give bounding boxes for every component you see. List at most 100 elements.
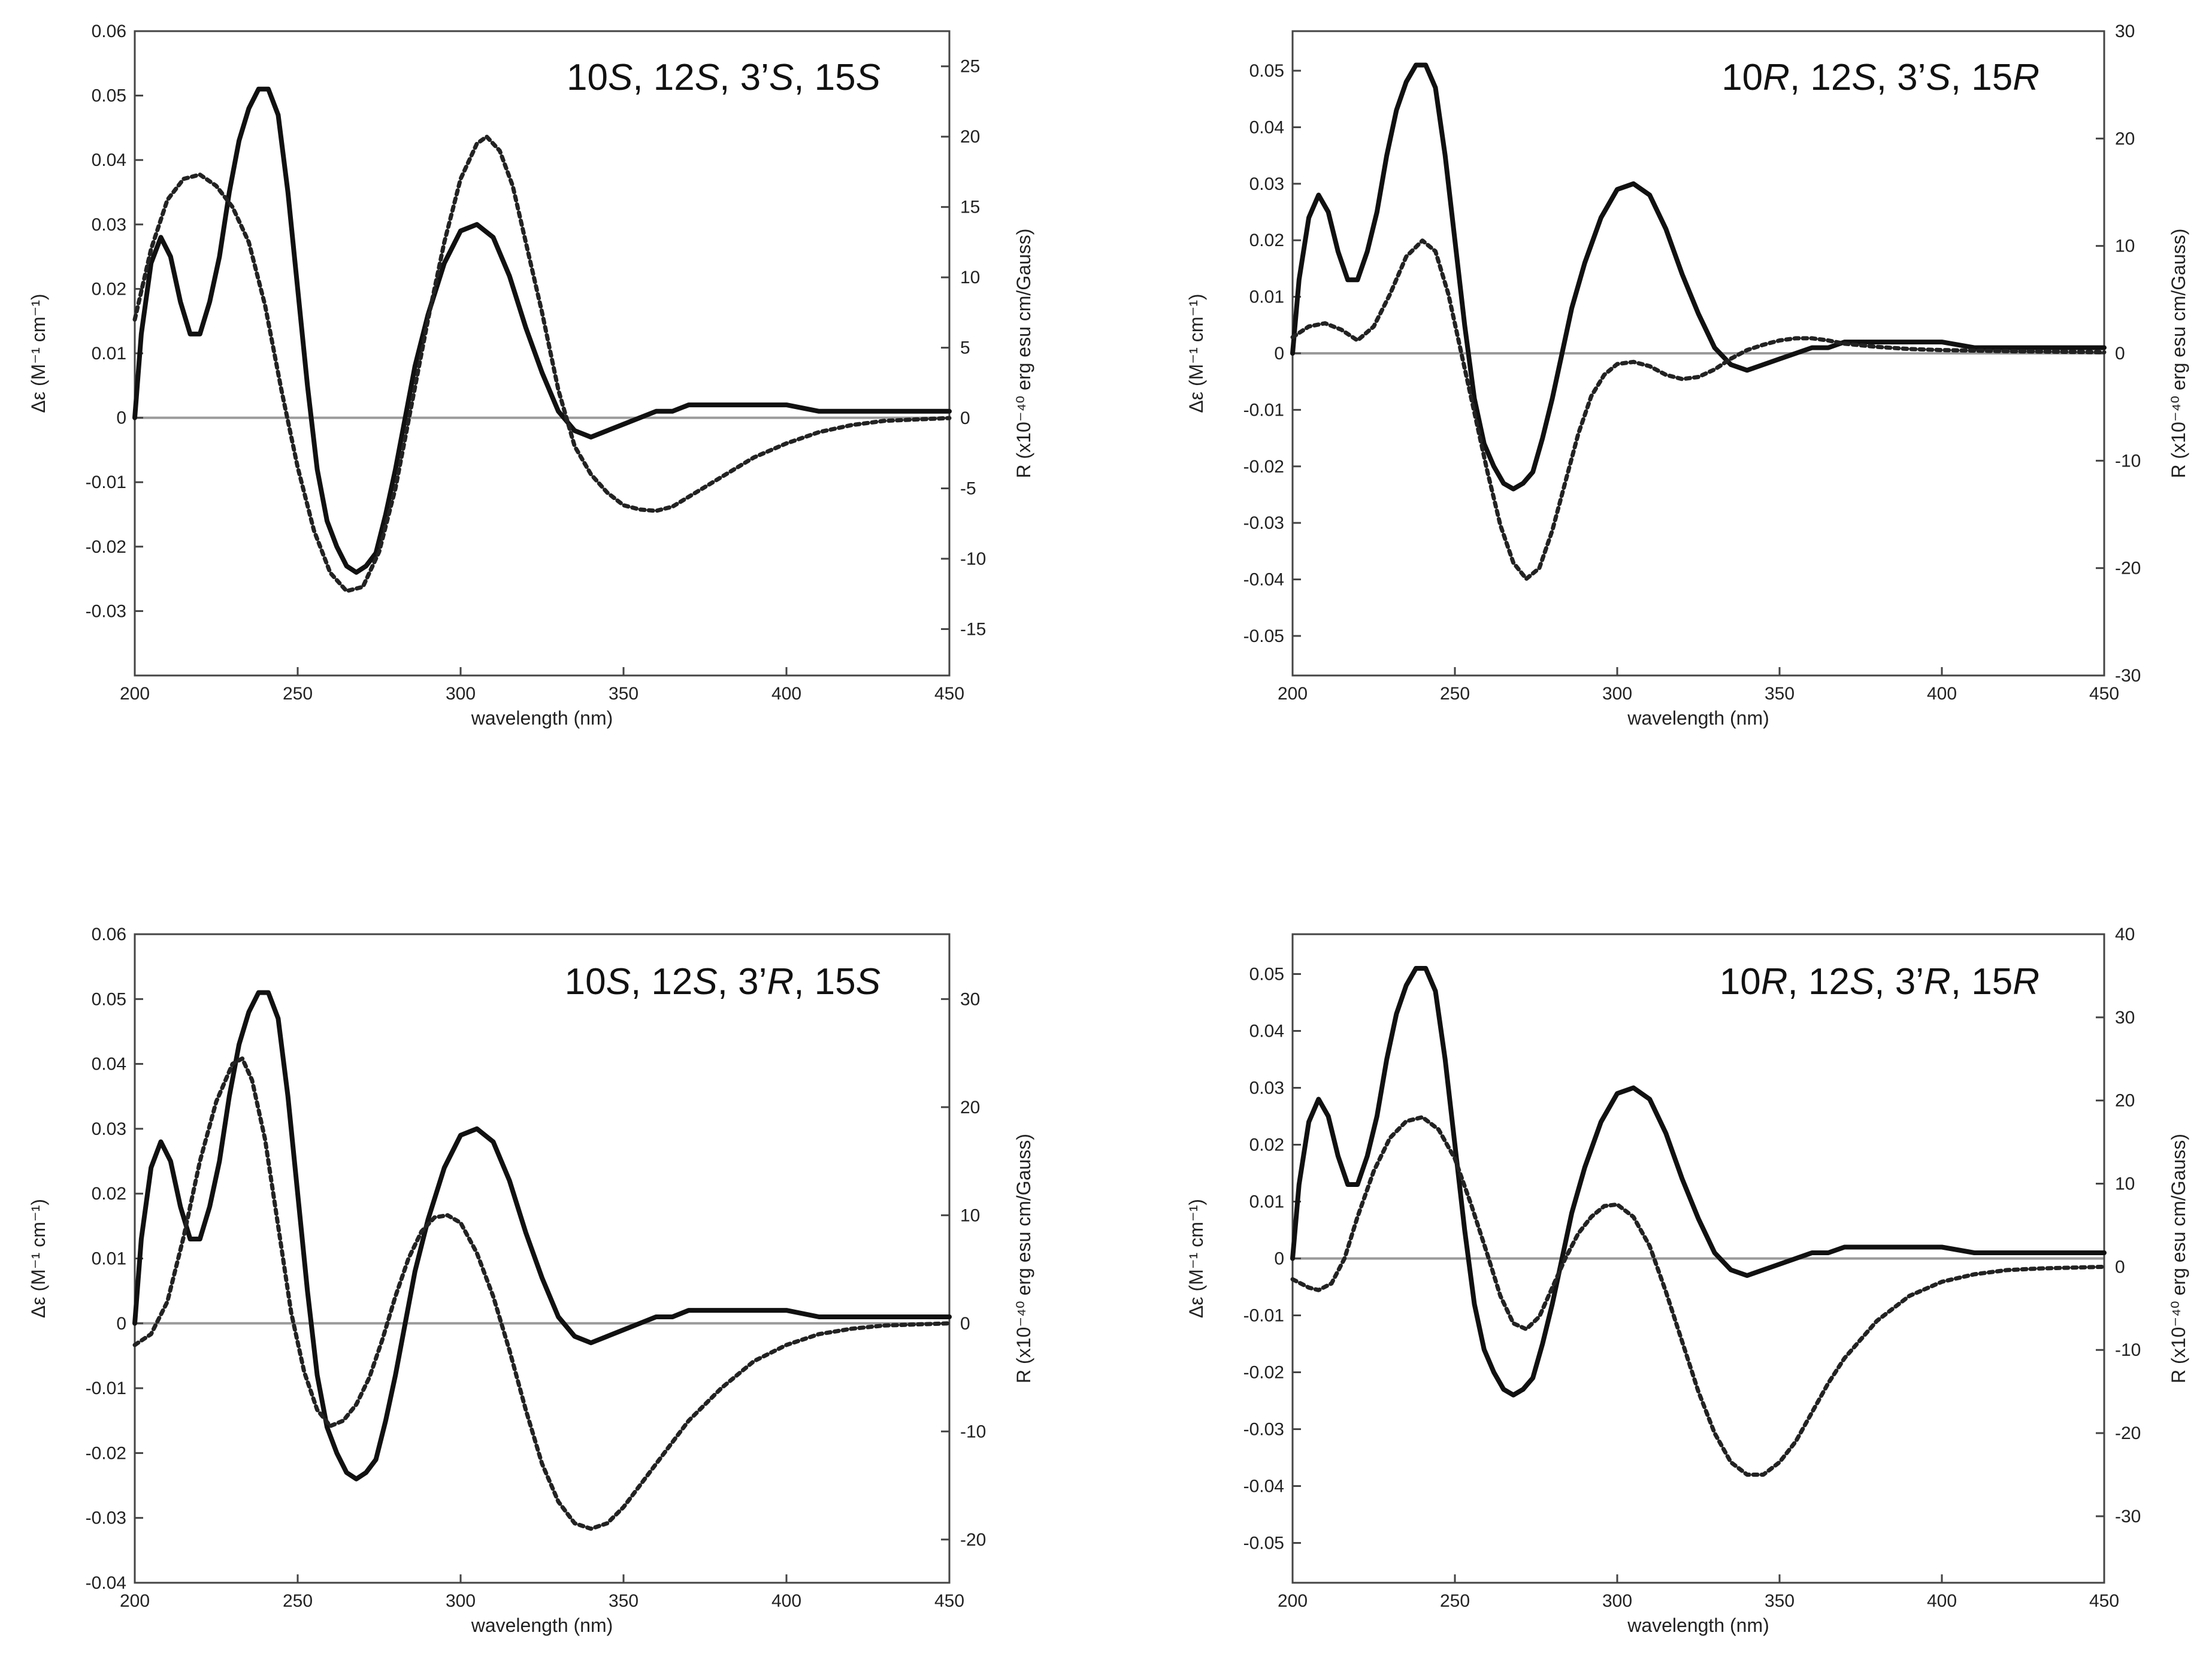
y-right-tick-label: 30 — [2115, 1008, 2135, 1028]
panel-title-part: S — [608, 57, 633, 98]
panel-title-part: 10 — [567, 57, 608, 98]
y-left-tick-label: -0.02 — [1243, 457, 1284, 477]
y-left-tick-label: 0.04 — [1249, 1022, 1284, 1041]
y-right-tick-label: -20 — [960, 1530, 986, 1550]
panel-title-part: , 3’ — [719, 57, 769, 98]
y-left-tick-label: 0.05 — [92, 86, 126, 106]
y-left-tick-label: 0.03 — [92, 215, 126, 235]
chart-panel-4: 200 250 300 350 400 4500.050.040.030.020.010-… — [1185, 925, 2189, 1636]
x-tick-label: 450 — [2089, 1591, 2119, 1611]
series-line-solid — [1290, 966, 2107, 1398]
y-right-tick-label: 0 — [2115, 1257, 2125, 1277]
y-right-tick-label: -20 — [2115, 1423, 2141, 1443]
panel-title-part: R — [1761, 961, 1788, 1002]
panel-title-part: , 12 — [1788, 961, 1850, 1002]
x-tick-label: 200 — [1278, 684, 1308, 704]
y-left-tick-label: -0.01 — [1243, 1306, 1284, 1326]
x-axis-label: wavelength (nm) — [1627, 1614, 1769, 1636]
y-left-tick-label: 0.01 — [92, 1249, 126, 1269]
panel-title-part: , 3’ — [718, 961, 767, 1002]
y-left-tick-label: 0.04 — [1249, 117, 1284, 137]
y-left-tick-label: -0.01 — [86, 472, 126, 492]
y-right-axis-label: R (x10⁻⁴⁰ erg esu cm/Gauss) — [1013, 1134, 1034, 1383]
y-left-axis-label: Δε (M⁻¹ cm⁻¹) — [28, 293, 49, 413]
x-axis-label: wavelength (nm) — [1627, 707, 1769, 729]
y-right-tick-label: -10 — [960, 549, 986, 569]
y-left-tick-label: 0 — [1274, 344, 1284, 364]
y-left-tick-label: 0 — [1274, 1249, 1284, 1269]
y-right-tick-label: -10 — [2115, 451, 2141, 471]
x-tick-label: 250 — [283, 1591, 313, 1611]
x-tick-label: 400 — [1927, 684, 1957, 704]
panel-title-part: , 12 — [1790, 57, 1851, 98]
y-left-tick-label: -0.03 — [86, 601, 126, 621]
panel-title-part: R — [2013, 57, 2039, 98]
y-right-tick-label: 25 — [960, 57, 980, 77]
y-left-tick-label: -0.04 — [1243, 570, 1284, 590]
y-right-tick-label: 20 — [2115, 1091, 2135, 1111]
x-tick-label: 400 — [771, 1591, 801, 1611]
y-left-tick-label: -0.02 — [1243, 1363, 1284, 1383]
y-right-tick-label: 0 — [960, 1314, 970, 1334]
series-line-solid — [132, 86, 952, 575]
y-left-tick-label: -0.03 — [1243, 1420, 1284, 1440]
series-line-dotted — [1290, 238, 2107, 581]
panel-title-part: S — [1850, 961, 1874, 1002]
x-tick-label: 200 — [120, 684, 150, 704]
y-right-tick-label: -15 — [960, 619, 986, 639]
panel-title-part: S — [692, 961, 717, 1002]
x-tick-label: 350 — [609, 684, 639, 704]
y-left-tick-label: -0.05 — [1243, 626, 1284, 646]
y-left-tick-label: -0.02 — [86, 1443, 126, 1463]
panel-title-part: 10 — [1721, 57, 1763, 98]
x-axis-label: wavelength (nm) — [471, 707, 613, 729]
x-tick-label: 250 — [1440, 684, 1470, 704]
x-tick-label: 350 — [609, 1591, 639, 1611]
panel-title-part: R — [767, 961, 794, 1002]
x-tick-label: 300 — [1602, 684, 1632, 704]
y-left-tick-label: 0 — [116, 408, 126, 428]
y-right-tick-label: 10 — [2115, 1174, 2135, 1194]
panel-title-part: 10 — [565, 961, 606, 1002]
y-left-tick-label: 0.03 — [1249, 1079, 1284, 1098]
panel-title-part: S — [856, 57, 880, 98]
y-left-tick-label: 0.05 — [1249, 61, 1284, 81]
x-tick-label: 350 — [1765, 1591, 1795, 1611]
x-tick-label: 250 — [283, 684, 313, 704]
panel-title-part: R — [1924, 961, 1951, 1002]
panel-title-part: , 3’ — [1874, 961, 1924, 1002]
y-right-tick-label: -30 — [2115, 1507, 2141, 1526]
y-right-axis-label: R (x10⁻⁴⁰ erg esu cm/Gauss) — [2168, 1134, 2189, 1383]
y-right-tick-label: 0 — [2115, 344, 2125, 364]
y-left-tick-label: 0.01 — [1249, 287, 1284, 307]
y-left-tick-label: 0.03 — [92, 1119, 126, 1139]
y-left-tick-label: 0.02 — [1249, 231, 1284, 250]
y-right-tick-label: 15 — [960, 198, 980, 217]
panel-title-part: R — [2013, 961, 2039, 1002]
y-right-tick-label: 10 — [960, 268, 980, 287]
y-right-tick-label: 30 — [2115, 22, 2135, 41]
y-right-tick-label: 10 — [2115, 237, 2135, 256]
y-left-tick-label: 0.03 — [1249, 174, 1284, 194]
y-left-tick-label: 0.04 — [92, 150, 126, 170]
panel-title: 10S, 12S, 3’R, 15S — [565, 961, 880, 1002]
y-left-tick-label: -0.01 — [86, 1379, 126, 1398]
panel-title-part: S — [769, 57, 794, 98]
panel-title-part: , 15 — [794, 57, 855, 98]
series-line-solid — [132, 990, 952, 1482]
y-right-tick-label: 20 — [960, 1098, 980, 1117]
y-left-tick-label: -0.03 — [1243, 513, 1284, 533]
y-left-tick-label: -0.01 — [1243, 400, 1284, 420]
y-left-tick-label: 0.06 — [92, 925, 126, 944]
series-line-dotted — [132, 1056, 952, 1531]
y-right-tick-label: -10 — [2115, 1340, 2141, 1360]
y-left-tick-label: 0.02 — [92, 1184, 126, 1204]
y-right-axis-label: R (x10⁻⁴⁰ erg esu cm/Gauss) — [2168, 229, 2189, 478]
chart-panel-3: 200 250 300 350 400 4500.060.050.040.030.020.… — [28, 925, 1034, 1636]
panel-title-part: 10 — [1720, 961, 1761, 1002]
panel-title-part: , 12 — [633, 57, 694, 98]
y-left-axis-label: Δε (M⁻¹ cm⁻¹) — [1185, 1199, 1207, 1318]
panel-title-part: , 12 — [631, 961, 692, 1002]
x-tick-label: 250 — [1440, 1591, 1470, 1611]
